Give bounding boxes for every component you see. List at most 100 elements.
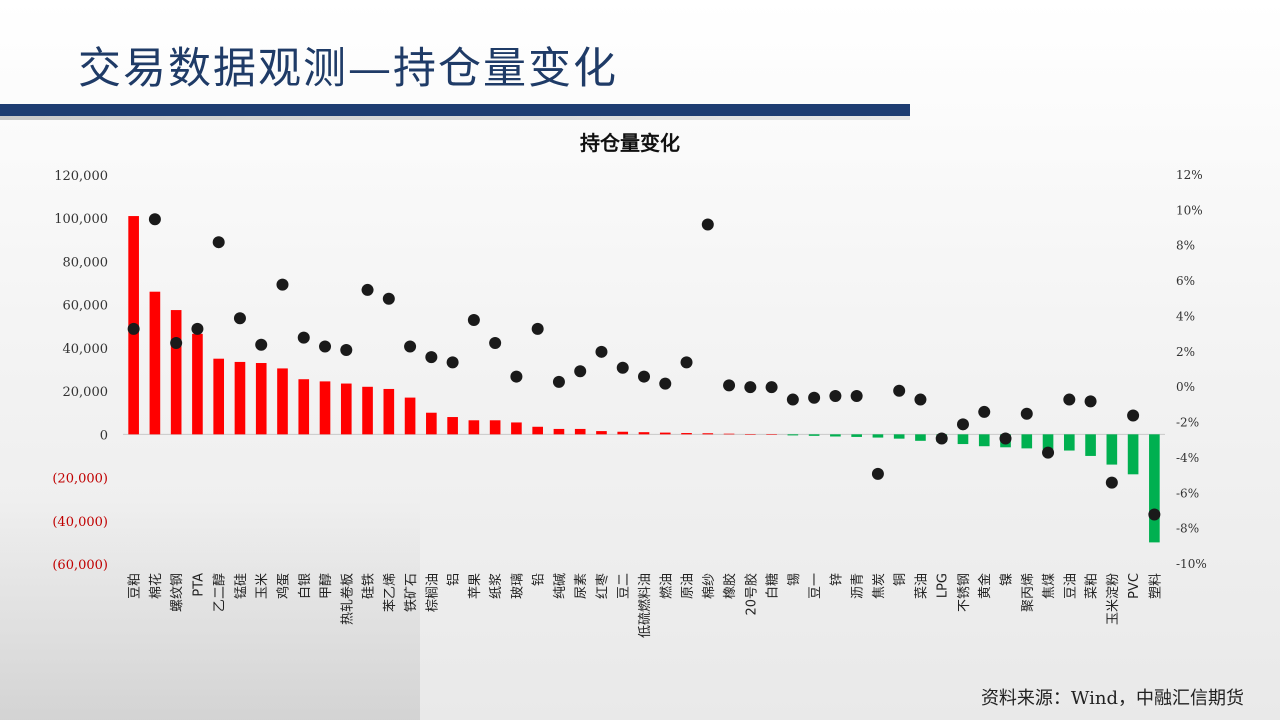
- right-tick-label: 4%: [1176, 309, 1195, 323]
- left-tick-label: 60,000: [63, 299, 109, 314]
- bar: [404, 397, 416, 435]
- bar: [915, 434, 926, 441]
- scatter-point: [850, 390, 863, 403]
- scatter-point: [319, 340, 332, 353]
- scatter-point: [1127, 409, 1140, 422]
- source-note: 资料来源：Wind，中融汇信期货: [980, 688, 1244, 709]
- category-label: PVC: [1127, 573, 1142, 599]
- scatter-point: [276, 278, 289, 291]
- bar: [681, 433, 692, 435]
- right-tick-label: -2%: [1176, 416, 1199, 430]
- scatter-point: [467, 313, 480, 326]
- bar: [574, 428, 586, 435]
- scatter-point: [1084, 395, 1097, 408]
- scatter-point: [786, 393, 799, 406]
- category-label: 尿素: [574, 573, 589, 599]
- scatter-point: [744, 381, 757, 394]
- page-title: 交易数据观测—持仓量变化: [78, 44, 618, 94]
- bar: [277, 368, 288, 435]
- bar: [447, 417, 458, 435]
- bar: [872, 434, 884, 438]
- bar: [1106, 434, 1118, 465]
- bar: [255, 363, 267, 435]
- scatter-point: [659, 377, 672, 390]
- category-label: 塑料: [1148, 573, 1163, 599]
- bar: [957, 434, 969, 445]
- category-label: 甲醇: [318, 573, 334, 599]
- category-label: 20号胶: [743, 573, 759, 616]
- bar: [1063, 434, 1075, 451]
- category-label: 菜粕: [1085, 573, 1100, 599]
- right-tick-label: -8%: [1176, 522, 1199, 536]
- bar: [745, 434, 756, 435]
- bar: [893, 434, 905, 439]
- category-label: 铁矿石: [404, 573, 419, 612]
- right-axis: -10% -8% -6% -4% -2% 0% 2% 4% 6% 8% 10% 12%: [1176, 168, 1207, 571]
- scatter-point: [1105, 476, 1118, 489]
- left-tick-label: 0: [100, 428, 108, 443]
- open-interest-chart: 持仓量变化 (60,000) (40,000) (20,000) 0 20,000 40,…: [52, 131, 1207, 638]
- category-label: 红枣: [594, 573, 610, 599]
- bar: [234, 361, 246, 435]
- category-label: 橡胶: [722, 573, 738, 599]
- bar: [340, 383, 352, 435]
- scatter-point: [361, 283, 374, 296]
- category-label: 沥青: [851, 573, 866, 599]
- scatter-point: [723, 379, 736, 392]
- category-label: 螺纹钢: [170, 573, 185, 612]
- bar: [383, 388, 395, 435]
- percent-scatter-series: [127, 213, 1161, 521]
- bar: [1149, 434, 1160, 543]
- scatter-point: [382, 292, 395, 305]
- category-label: 锡: [787, 573, 802, 586]
- scatter-point: [1063, 393, 1076, 406]
- bar: [1127, 434, 1139, 475]
- category-label: 焦煤: [1042, 573, 1057, 599]
- bar: [1042, 434, 1054, 450]
- right-tick-label: -6%: [1176, 486, 1199, 500]
- left-tick-label: 80,000: [63, 255, 109, 270]
- right-tick-label: 8%: [1176, 239, 1195, 253]
- category-axis: 豆粕 棉花 螺纹钢 PTA 乙二醇 锰硅 玉米 鸡蛋 白银 甲醇 热轧卷板 硅铁 苯乙烯 铁矿石 棕榈油铝苹…: [128, 573, 1164, 638]
- category-label: 聚丙烯: [1021, 573, 1036, 612]
- bar: [766, 434, 777, 435]
- scatter-point: [701, 218, 714, 231]
- category-label: 铅: [532, 573, 547, 586]
- scatter-point: [170, 336, 183, 349]
- scatter-point: [808, 391, 821, 404]
- bar: [851, 434, 862, 437]
- left-tick-label: 120,000: [54, 169, 108, 184]
- category-label: 纯碱: [553, 573, 568, 599]
- bar: [1085, 434, 1096, 456]
- category-label: 乙二醇: [212, 573, 228, 612]
- scatter-point: [999, 432, 1012, 445]
- category-label: 豆二: [617, 573, 632, 599]
- scatter-point: [425, 351, 438, 364]
- left-tick-label: 20,000: [63, 385, 109, 400]
- bar: [723, 433, 735, 435]
- category-label: 硅铁: [362, 573, 377, 599]
- scatter-point: [404, 340, 417, 353]
- category-label: 玉米淀粉: [1106, 573, 1121, 625]
- bar: [638, 432, 650, 435]
- scatter-point: [552, 375, 565, 388]
- category-label: 镍: [1000, 573, 1015, 586]
- chart-title: 持仓量变化: [580, 131, 680, 155]
- bar: [192, 333, 203, 435]
- scatter-point: [1042, 446, 1055, 459]
- bar: [978, 434, 990, 447]
- scatter-point: [871, 467, 884, 480]
- scatter-point: [148, 213, 161, 226]
- scatter-point: [574, 365, 587, 378]
- category-label: 低硫燃料油: [637, 573, 653, 638]
- left-tick-label: (40,000): [52, 515, 108, 530]
- category-label: 豆油: [1063, 573, 1078, 599]
- left-tick-label: (60,000): [52, 558, 108, 573]
- bar: [659, 432, 671, 435]
- bar: [298, 379, 310, 435]
- right-tick-label: 2%: [1176, 345, 1195, 359]
- category-label: 白银: [297, 573, 313, 599]
- right-tick-label: 12%: [1176, 168, 1203, 182]
- bar: [617, 431, 629, 435]
- bar: [319, 381, 331, 435]
